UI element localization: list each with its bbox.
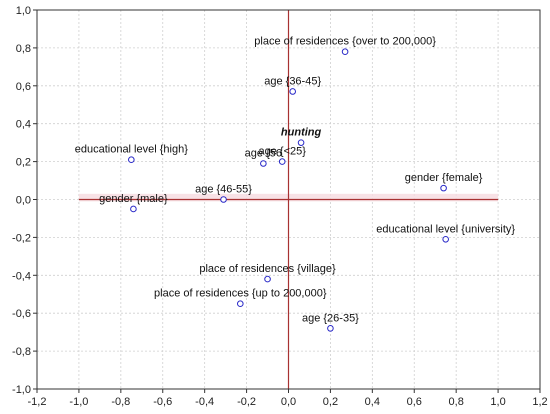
x-tick-label: 0,8 — [449, 396, 464, 408]
x-tick-label: -0,8 — [111, 396, 130, 408]
data-point — [327, 325, 334, 332]
data-label: place of residences {over to 200,000} — [254, 36, 436, 48]
x-axis-ticks: -1,2 -1,0 -0,8 -0,6 -0,4 -0,2 0,0 0,2 0,4 0,6 0,8 1… — [28, 389, 548, 408]
y-tick-label: -0,2 — [12, 232, 31, 244]
data-label: age {26-35} — [302, 312, 359, 324]
x-tick-label: -0,4 — [195, 396, 214, 408]
data-label: educational level {university} — [376, 223, 515, 235]
data-label: gender {female} — [405, 172, 483, 184]
data-point — [236, 300, 244, 308]
data-point — [278, 158, 286, 165]
x-tick-label: 0,6 — [407, 396, 422, 408]
y-tick-label: -0,8 — [12, 346, 31, 358]
x-tick-label: -1,0 — [69, 396, 88, 408]
data-point — [289, 88, 296, 95]
data-label: age {<25} — [259, 146, 307, 158]
data-label: hunting — [281, 127, 322, 139]
y-tick-label: 0,6 — [16, 81, 31, 93]
x-tick-label: 0,0 — [281, 396, 296, 408]
x-tick-label: -0,2 — [237, 396, 256, 408]
y-tick-label: 0,0 — [16, 195, 31, 207]
x-tick-label: 0,4 — [365, 396, 380, 408]
data-label: place of residences {village} — [199, 263, 336, 275]
data-point — [264, 275, 271, 283]
data-label: age {46-55} — [195, 184, 252, 196]
reference-lines — [78, 10, 499, 389]
data-point — [442, 235, 449, 243]
y-tick-label: 0,4 — [16, 119, 31, 131]
y-tick-label: -1,0 — [12, 384, 31, 396]
data-label: educational level {high} — [75, 144, 188, 156]
y-tick-label: 1,0 — [16, 5, 31, 17]
data-label: place of residences {up to 200,000} — [154, 288, 327, 300]
data-point — [220, 196, 227, 203]
data-point — [128, 156, 135, 164]
y-tick-label: -0,4 — [12, 270, 31, 282]
data-labels: place of residences {over to 200,000} age… — [75, 36, 516, 325]
data-label: age {36-45} — [264, 75, 321, 87]
data-point — [440, 184, 447, 192]
data-point — [260, 160, 267, 167]
x-tick-label: -0,6 — [153, 396, 172, 408]
data-point — [297, 139, 305, 146]
y-tick-label: -0,6 — [12, 308, 31, 320]
y-axis-ticks: 1,0 0,8 0,6 0,4 0,2 0,0 -0,2 -0,4 -0,6 -0,8 -1,0 — [12, 5, 37, 396]
data-point — [341, 48, 349, 55]
data-point — [130, 205, 137, 213]
x-tick-label: -1,2 — [28, 396, 47, 408]
y-tick-label: 0,8 — [16, 43, 31, 55]
data-label: gender {male} — [99, 193, 168, 205]
y-tick-label: 0,2 — [16, 157, 31, 169]
x-tick-label: 0,2 — [323, 396, 338, 408]
data-points — [128, 48, 449, 332]
x-tick-label: 1,0 — [490, 396, 505, 408]
x-tick-label: 1,2 — [532, 396, 547, 408]
data-label: age {56 — [245, 147, 282, 159]
